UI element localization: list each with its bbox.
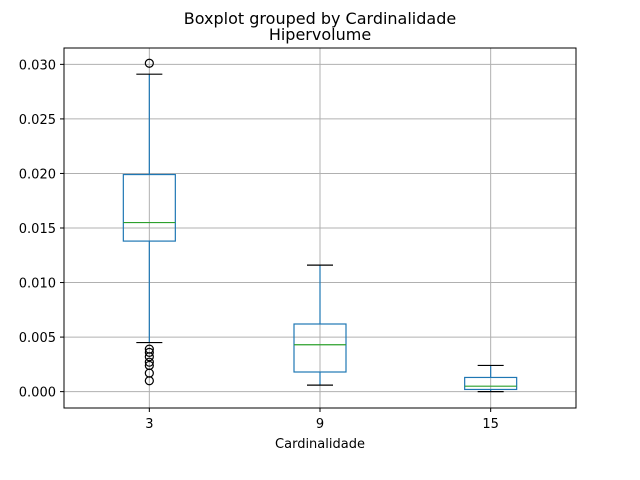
box-group-15 xyxy=(464,364,518,393)
boxes-layer xyxy=(122,58,518,393)
outlier-point xyxy=(144,347,154,357)
y-tick-label: 0.015 xyxy=(19,222,56,237)
outlier-point xyxy=(144,352,154,362)
box-group-3 xyxy=(122,58,176,386)
x-tick-label: 3 xyxy=(145,417,153,432)
chart-title: Hipervolume xyxy=(269,25,371,44)
iqr-box xyxy=(293,323,347,373)
outlier-point xyxy=(144,58,154,68)
y-tick-label: 0.025 xyxy=(19,113,56,128)
figure-suptitle: Boxplot grouped by Cardinalidade xyxy=(184,9,456,28)
y-tick-label: 0.000 xyxy=(19,386,56,401)
outlier-point xyxy=(144,357,154,367)
ticks-layer: 0.000 0.005 0.010 0.015 0.020 0.025 0.030 3 9 15 xyxy=(19,58,499,432)
outlier-point xyxy=(144,376,154,386)
iqr-box xyxy=(122,173,176,242)
x-tick-label: 9 xyxy=(316,417,324,432)
box-group-9 xyxy=(293,264,347,386)
x-axis-label: Cardinalidade xyxy=(275,437,365,452)
y-tick-label: 0.010 xyxy=(19,277,56,292)
y-tick-label: 0.005 xyxy=(19,331,56,346)
y-tick-label: 0.030 xyxy=(19,58,56,73)
x-tick-label: 15 xyxy=(482,417,499,432)
iqr-box xyxy=(464,376,518,391)
y-tick-label: 0.020 xyxy=(19,167,56,182)
